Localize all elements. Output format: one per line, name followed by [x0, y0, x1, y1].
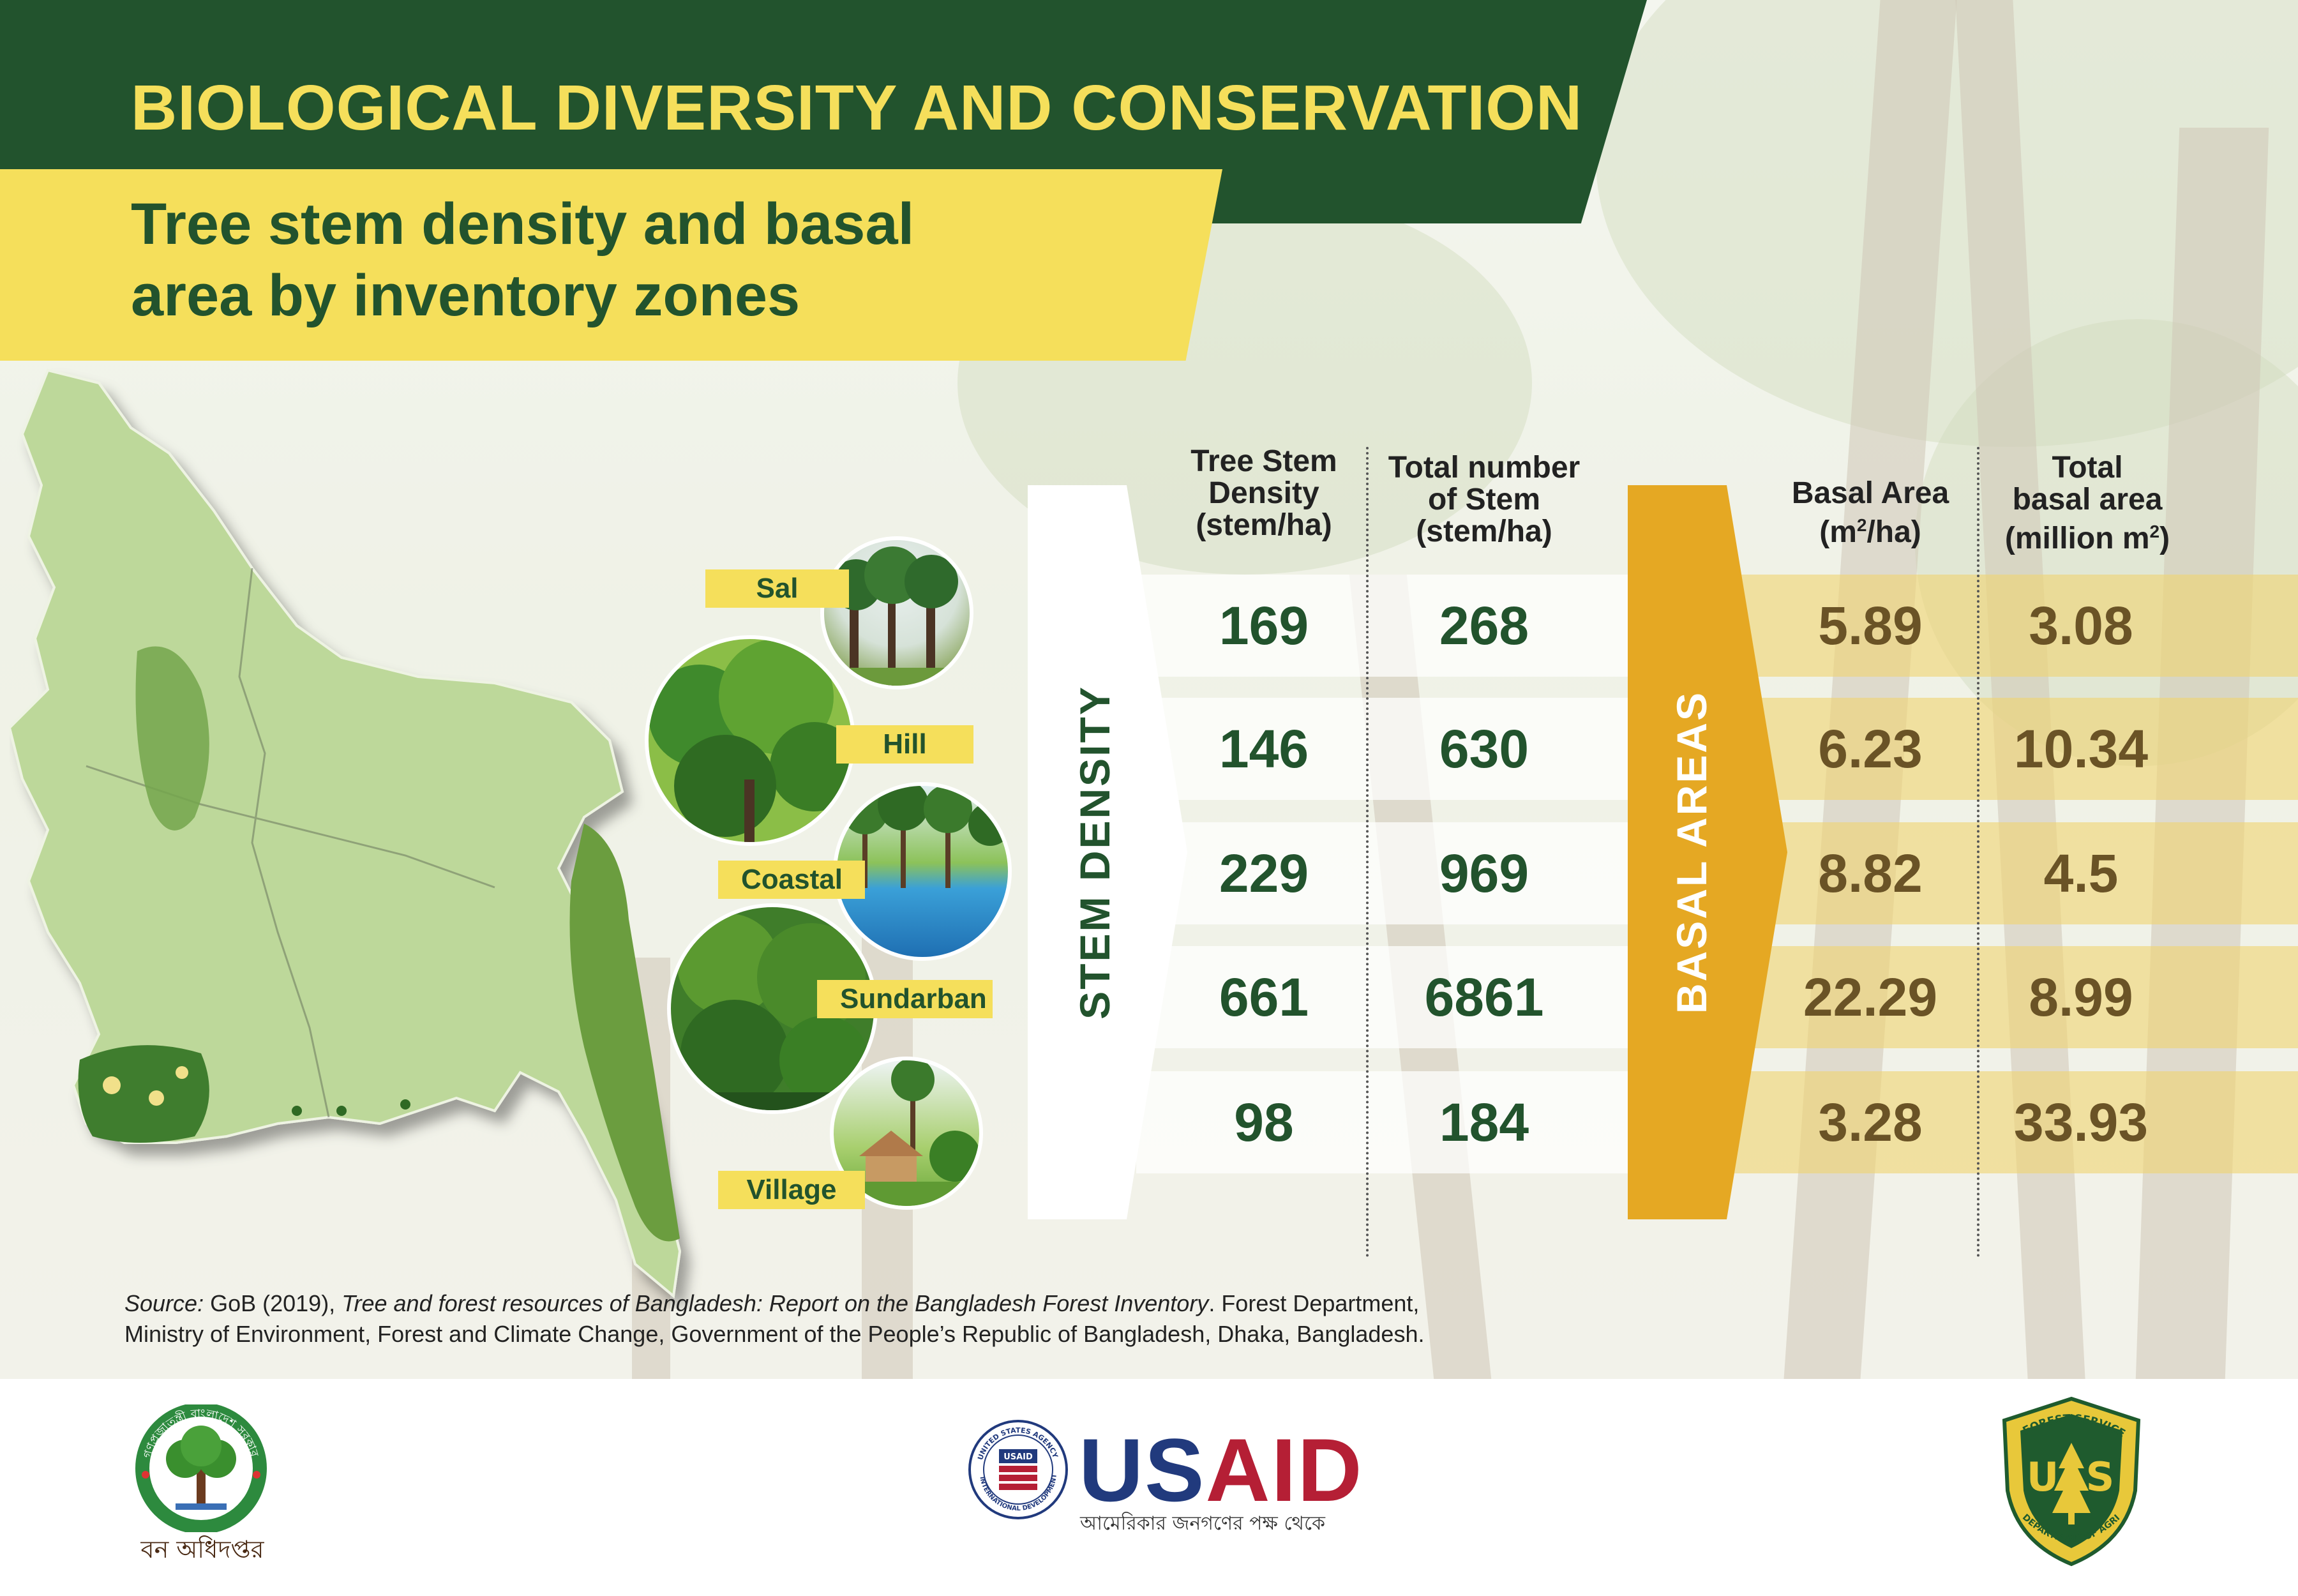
zone-label-sal: Sal: [705, 569, 849, 608]
cell-sal-basal-area: 5.89: [1818, 596, 1923, 656]
zone-label-sundarban: Sundarban: [817, 980, 993, 1018]
column-divider: [1977, 447, 1979, 1258]
column-divider: [1366, 447, 1369, 1258]
subtitle-line-2: area by inventory zones: [131, 263, 800, 328]
cell-village-total-stem: 184: [1439, 1092, 1529, 1152]
zone-label-hill: Hill: [836, 725, 973, 764]
basal-areas-label: BASAL AREAS: [1668, 690, 1715, 1014]
cell-hill-basal-area: 6.23: [1818, 719, 1923, 779]
sundarban-forest-image: [667, 903, 878, 1114]
usaid-wordmark: USAID: [1079, 1420, 1363, 1520]
cell-coastal-basal-area: 8.82: [1818, 843, 1923, 903]
hill-forest-image: [645, 635, 855, 846]
col-head-total-basal-area: Total basal area (million m2): [2004, 451, 2170, 555]
zone-label-village: Village: [718, 1171, 865, 1209]
subtitle: Tree stem density and basal area by inve…: [131, 188, 1152, 331]
source-citation: Source: GoB (2019), Tree and forest reso…: [124, 1290, 1425, 1347]
forest-department-logo: গণপ্রজাতন্ত্রী বাংলাদেশ সরকার: [135, 1404, 267, 1532]
cell-village-basal-area: 3.28: [1818, 1092, 1923, 1152]
us-forest-service-shield: FOREST SERVICE DEPARTMENT OF AGRICULTURE…: [1998, 1395, 2141, 1567]
sal-forest-image: [820, 536, 973, 689]
usaid-tagline: আমেরিকার জনগণের পক্ষ থেকে: [1080, 1512, 1326, 1535]
cell-coastal-density: 229: [1219, 843, 1309, 903]
cell-sal-total-stem: 268: [1439, 596, 1529, 656]
cell-coastal-total-stem: 969: [1439, 843, 1529, 903]
col-head-tree-stem-density: Tree Stem Density (stem/ha): [1190, 444, 1337, 542]
stem-density-label: STEM DENSITY: [1071, 685, 1118, 1020]
cell-sundarban-total-stem: 6861: [1424, 967, 1544, 1027]
cell-sundarban-total-basal: 8.99: [2029, 967, 2133, 1027]
cell-sundarban-basal-area: 22.29: [1803, 967, 1938, 1027]
cell-hill-total-stem: 630: [1439, 719, 1529, 779]
table-row: [1136, 1071, 2298, 1173]
cell-sal-total-basal: 3.08: [2029, 596, 2133, 656]
svg-text:S: S: [2086, 1454, 2115, 1500]
svg-text:U: U: [2027, 1454, 2059, 1500]
subtitle-line-1: Tree stem density and basal: [131, 192, 915, 257]
main-title: BIOLOGICAL DIVERSITY AND CONSERVATION: [131, 72, 1583, 144]
col-head-total-number-of-stem: Total number of Stem (stem/ha): [1388, 451, 1581, 548]
cell-sal-density: 169: [1219, 596, 1309, 656]
subtitle-band: [0, 169, 1222, 361]
usaid-seal-icon: UNITED STATES AGENCY INTERNATIONAL DEVEL…: [968, 1420, 1068, 1519]
zone-label-coastal: Coastal: [718, 861, 865, 899]
cell-sundarban-density: 661: [1219, 967, 1309, 1027]
cell-coastal-total-basal: 4.5: [2043, 843, 2119, 903]
cell-village-density: 98: [1234, 1092, 1294, 1152]
cell-hill-total-basal: 10.34: [2013, 719, 2149, 779]
forest-department-caption: বন অধিদপ্তর: [140, 1535, 264, 1563]
cell-hill-density: 146: [1219, 719, 1309, 779]
col-head-basal-area: Basal Area (m2/ha): [1791, 476, 1949, 549]
bangladesh-forest-map: [10, 368, 682, 1299]
cell-village-total-basal: 33.93: [2013, 1092, 2149, 1152]
svg-text:USAID: USAID: [1003, 1452, 1033, 1462]
footer: [0, 1379, 2298, 1596]
